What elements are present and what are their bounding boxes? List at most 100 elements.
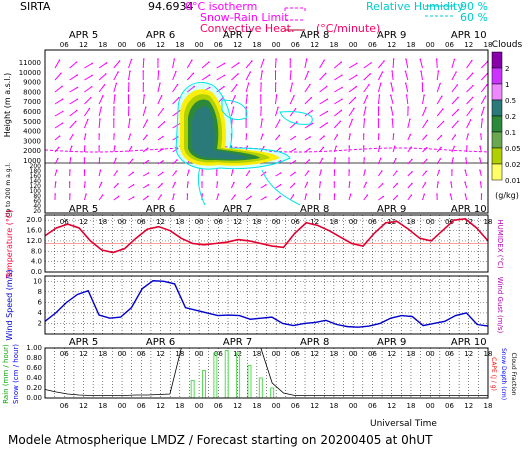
wind-arrow — [289, 160, 296, 165]
wind-arrow — [128, 159, 133, 165]
wind-arrow — [405, 71, 409, 81]
wind-arrow-head — [175, 170, 177, 172]
temp-tick-label: 8.0 — [31, 247, 42, 255]
wind-arrow-head — [395, 170, 398, 173]
wind-arrow — [451, 120, 459, 129]
wind-arrow — [275, 135, 280, 141]
colorbar-tick: 0.02 — [505, 161, 521, 169]
wind-tick-label: 10 — [33, 277, 42, 285]
hour-tick-label: 06 — [291, 218, 300, 226]
wind-arrow-head — [132, 196, 135, 198]
wind-arrow-head — [480, 133, 482, 135]
colorbar-swatch — [491, 147, 503, 165]
wind-arrow — [231, 194, 236, 201]
wind-arrow — [333, 120, 341, 129]
gust-axis-title: Wind Gust (m/s) — [496, 277, 504, 334]
wind-arrow-head — [69, 169, 71, 171]
wind-arrow — [172, 170, 177, 177]
day-label: APR 5 — [69, 204, 98, 215]
cloudfrac-axis-title: Cloud Fraction — [510, 353, 517, 396]
rh-90-legend: 90 % — [460, 0, 488, 13]
wind-arrow-head — [411, 182, 413, 185]
wind-arrow-head — [249, 71, 252, 73]
wind-arrow — [436, 135, 442, 141]
cloud-colorbar: Clouds 2 1 0.5 0.2 0.1 0.05 0.02 0.01 (g/kg) — [491, 40, 523, 200]
wind-arrow-head — [90, 96, 92, 99]
wind-arrow — [348, 74, 357, 81]
wind-arrow-head — [336, 134, 339, 136]
legend-lines — [284, 5, 455, 31]
wind-arrow — [186, 181, 189, 189]
wind-arrow-head — [263, 146, 265, 148]
wind-arrow-head — [377, 106, 380, 108]
wind-arrow — [231, 73, 239, 81]
wind-arrow — [157, 83, 161, 93]
wind-panel: APR 5 APR 6 APR 7 APR 8 APR 9 APR 10 10 8 6 4 2 Win… — [5, 0, 504, 341]
wind-arrow-head — [293, 182, 296, 185]
wind-arrow-head — [76, 86, 79, 89]
wind-arrow-head — [392, 58, 395, 60]
wind-arrow — [83, 134, 87, 141]
wind-arrow — [245, 183, 251, 189]
wind-arrow — [275, 107, 279, 117]
wind-arrow — [128, 171, 134, 177]
wind-arrow — [216, 74, 225, 81]
rh-contour-lower — [197, 167, 301, 206]
wind-arrow-head — [438, 169, 441, 172]
wind-arrow — [289, 83, 293, 93]
wind-arrow-head — [440, 134, 443, 137]
wind-arrow-head — [479, 145, 481, 147]
wind-arrow — [466, 73, 474, 81]
panel-frame — [44, 347, 489, 399]
wind-arrow — [407, 171, 413, 177]
wind-arrow-head — [83, 157, 86, 159]
wind-arrow-head — [232, 169, 234, 171]
wind-arrow-head — [128, 106, 130, 108]
wind-arrow-head — [279, 195, 282, 198]
wind-arrow-head — [377, 118, 380, 120]
station-coords: 94.6934 — [148, 0, 194, 13]
wind-tick-label: 8 — [38, 288, 42, 296]
hour-tick-label: 18 — [98, 402, 107, 410]
wind-arrow — [98, 170, 101, 177]
wind-arrow-head — [250, 195, 252, 198]
wind-arrow-head — [440, 146, 442, 149]
wind-arrow-head — [366, 94, 369, 97]
wind-arrow — [172, 122, 181, 129]
wind-arrow-head — [237, 73, 239, 75]
wind-arrow-head — [333, 181, 336, 183]
wind-arrow-head — [54, 193, 56, 195]
wind-speed-line — [44, 280, 489, 328]
wind-arrow — [422, 159, 428, 165]
wind-arrow-head — [186, 193, 189, 195]
wind-arrow-head — [404, 70, 407, 73]
wind-arrow-head — [483, 106, 485, 109]
wind-arrow-head — [308, 159, 311, 161]
day-label: APR 6 — [146, 337, 175, 348]
height-low-tick-label: 20 — [33, 208, 41, 215]
wind-arrow-head — [381, 183, 384, 185]
hour-tick-label: 18 — [406, 41, 415, 49]
wind-arrow — [128, 134, 131, 141]
wind-arrow — [304, 97, 312, 105]
rh-legend: Relative Humidity — [366, 0, 464, 13]
wind-arrow-head — [290, 70, 292, 72]
rain-tick-label: 0.20 — [26, 384, 42, 392]
wind-arrow-head — [305, 58, 308, 60]
wind-arrow — [186, 86, 195, 93]
wind-arrow-head — [279, 184, 282, 186]
isotherm-legend: 0°C isotherm — [185, 0, 257, 13]
wind-arrow-head — [471, 107, 473, 110]
wind-arrow — [54, 147, 60, 153]
hour-tick-label: 12 — [233, 402, 242, 410]
wind-arrow — [465, 157, 468, 165]
wind-arrow-head — [454, 134, 457, 136]
snowdepth-axis-title: Snow Depth (cm) — [500, 348, 507, 400]
wind-arrow-head — [450, 181, 452, 183]
wind-arrow-head — [340, 109, 343, 112]
wind-arrow — [334, 74, 343, 81]
rain-bar — [190, 380, 195, 399]
wind-arrow-head — [404, 82, 407, 85]
wind-arrow-head — [147, 195, 149, 198]
wind-arrow — [319, 122, 328, 129]
